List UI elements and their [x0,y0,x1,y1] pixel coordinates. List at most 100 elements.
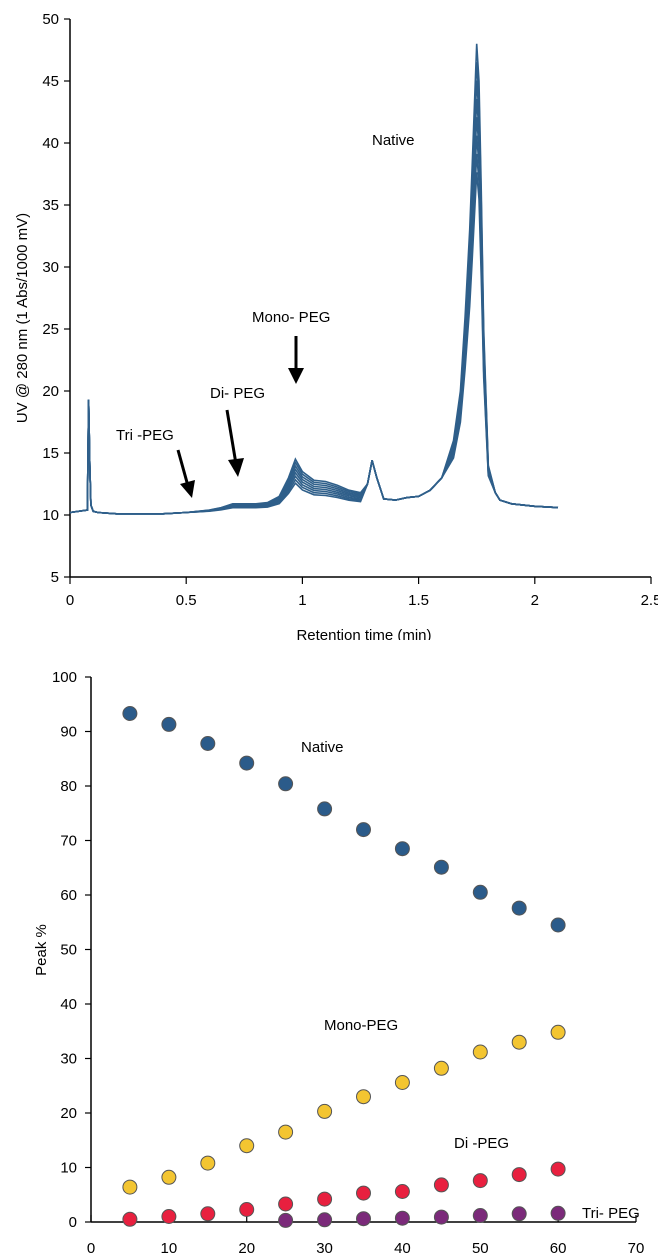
y-tick-label: 45 [42,73,59,90]
x-tick-label: 1.5 [408,592,429,609]
x-tick-label: 2.5 [641,592,658,609]
point-native [550,917,566,933]
x-tick-label: 40 [394,1240,411,1257]
point-di-peg [472,1173,488,1189]
trace-line [69,153,559,515]
x-tick-label: 10 [161,1240,178,1257]
point-mono-peg [550,1024,566,1040]
y-tick-label: 60 [60,887,77,904]
point-native [394,841,410,857]
y-tick-label: 25 [42,321,59,338]
y-tick-label: 80 [60,778,77,795]
x-tick-label: 0.5 [176,592,197,609]
peak-percent-points [122,706,566,1228]
x-tick-label: 50 [472,1240,489,1257]
trace-line [69,172,559,515]
arrow-mono-peg [288,336,304,384]
y-tick-label: 100 [52,669,77,686]
point-mono-peg [433,1060,449,1076]
peak-percent-chart: 0 10 20 30 40 50 60 70 80 90 100 0 10 20 30 40 50 60 70 Na… [33,669,644,1257]
arrow-di-peg [225,409,244,477]
point-mono-peg [239,1138,255,1154]
point-tri-peg [472,1208,488,1223]
arrow-tri-peg [176,449,195,498]
point-tri-peg [356,1211,371,1227]
point-mono-peg [394,1075,410,1090]
label-mono-peg: Mono-PEG [324,1017,398,1034]
point-mono-peg [161,1169,177,1185]
point-di-peg [317,1191,333,1207]
point-di-peg [122,1211,138,1227]
x-tick-label: 1 [298,592,306,609]
point-di-peg [550,1161,566,1177]
label-native: Native [301,739,344,756]
annotation-di-peg: Di- PEG [210,385,265,402]
y-tick-label: 10 [42,507,59,524]
point-di-peg [356,1185,371,1201]
x-tick-label: 0 [87,1240,95,1257]
point-di-peg [433,1177,449,1193]
point-native [200,736,216,751]
point-mono-peg [317,1103,333,1119]
point-mono-peg [356,1089,371,1105]
point-di-peg [161,1209,177,1224]
point-mono-peg [122,1179,138,1195]
annotation-tri-peg: Tri -PEG [116,427,174,444]
x-tick-label: 2 [531,592,539,609]
point-native [122,706,138,721]
point-mono-peg [511,1034,527,1050]
point-di-peg [394,1184,410,1199]
chromatogram-axes: 5 10 15 20 25 30 35 40 45 50 0 0.5 1 1.5 2 2.5 [42,11,658,609]
point-tri-peg [394,1210,410,1226]
annotation-native: Native [372,132,415,149]
peak-percent-axes: 0 10 20 30 40 50 60 70 80 90 100 0 10 20 30 40 50 60 70 [52,669,644,1257]
y-tick-label: 30 [42,259,59,276]
x-tick-label: 70 [628,1240,645,1257]
point-native [433,859,449,875]
y-tick-label: 40 [60,996,77,1013]
y-tick-label: 30 [60,1051,77,1068]
trace-line [69,98,559,515]
point-native [317,801,333,817]
point-mono-peg [278,1124,294,1140]
y-tick-label: 35 [42,197,59,214]
point-di-peg [239,1202,255,1217]
point-tri-peg [317,1212,333,1228]
y-tick-label: 5 [51,569,59,586]
chromatogram-y-axis-title: UV @ 280 nm (1 Abs/1000 mV) [14,213,31,423]
y-tick-label: 90 [60,724,77,741]
peak-percent-y-axis-title: Peak % [33,924,50,976]
point-native [511,900,527,916]
chromatogram-x-axis-title: Retention time (min) [296,627,431,640]
y-tick-label: 70 [60,833,77,850]
x-tick-label: 20 [238,1240,255,1257]
label-di-peg: Di -PEG [454,1135,509,1152]
point-native [239,755,255,771]
annotation-mono-peg: Mono- PEG [252,309,330,326]
point-tri-peg [550,1205,566,1221]
point-native [161,716,177,732]
y-tick-label: 50 [60,942,77,959]
point-tri-peg [433,1209,449,1225]
label-tri-peg: Tri- PEG [582,1205,640,1222]
point-native [278,776,294,792]
point-mono-peg [200,1155,216,1171]
point-mono-peg [472,1044,488,1060]
point-native [356,822,371,838]
trace-line [69,62,559,515]
trace-line [69,80,559,515]
y-tick-label: 40 [42,135,59,152]
y-tick-label: 50 [42,11,59,28]
chromatogram-traces [69,43,559,515]
x-tick-label: 30 [316,1240,333,1257]
y-tick-label: 20 [60,1105,77,1122]
point-native [472,884,488,900]
point-di-peg [200,1206,216,1222]
y-tick-label: 20 [42,383,59,400]
point-tri-peg [511,1206,527,1222]
x-tick-label: 60 [550,1240,567,1257]
chromatogram-chart: 5 10 15 20 25 30 35 40 45 50 0 0.5 1 1.5 2 2.5 Native M… [14,11,658,640]
point-tri-peg [278,1212,294,1228]
chromatogram-annotations: Native Mono- PEG Di- PEG Tri -PEG [116,132,415,498]
